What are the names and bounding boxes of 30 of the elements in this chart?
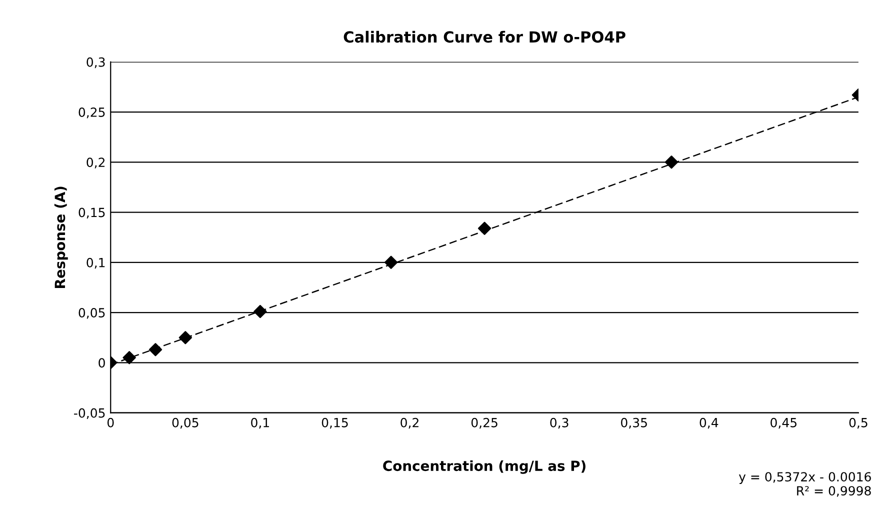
x-tick-label: 0,05 <box>172 418 198 429</box>
y-tick-label: 0,15 <box>78 208 105 218</box>
x-tick-label: 0,4 <box>700 418 718 429</box>
point <box>178 331 192 344</box>
y-tick-label: 0 <box>98 358 105 368</box>
point <box>664 156 678 169</box>
x-tick-label: 0,5 <box>849 418 868 429</box>
x-tick-label: 0,25 <box>471 418 498 429</box>
point <box>384 256 398 270</box>
chart-title: Calibration Curve for DW o-PO4P <box>344 30 626 43</box>
x-tick-label: 0,15 <box>322 418 348 429</box>
y-axis-title: Response (A) <box>54 186 68 288</box>
text: y = 0,5372x - 0.0016 R² = 0,9998 <box>738 472 871 497</box>
x-tick-label: 0,45 <box>770 418 796 429</box>
y-tick-label: 0,25 <box>78 108 105 118</box>
point <box>478 222 492 235</box>
y-tick-label: 0,1 <box>86 258 105 269</box>
y-tick-label: 0,05 <box>78 308 105 319</box>
x-tick-label: 0,2 <box>400 418 418 429</box>
x-tick-label: 0 <box>107 418 114 428</box>
point <box>254 304 267 318</box>
x-tick-label: 0,1 <box>251 418 269 429</box>
y-tick-label: 0,2 <box>86 158 105 168</box>
point <box>148 343 162 356</box>
x-tick-label: 0,3 <box>550 418 568 429</box>
x-tick-label: 0,35 <box>621 418 647 429</box>
x-axis-title: Concentration (mg/L as P) <box>383 460 586 474</box>
point <box>122 351 136 364</box>
y-tick-label: -0,05 <box>74 408 105 419</box>
y-tick-label: 0,3 <box>86 57 105 68</box>
